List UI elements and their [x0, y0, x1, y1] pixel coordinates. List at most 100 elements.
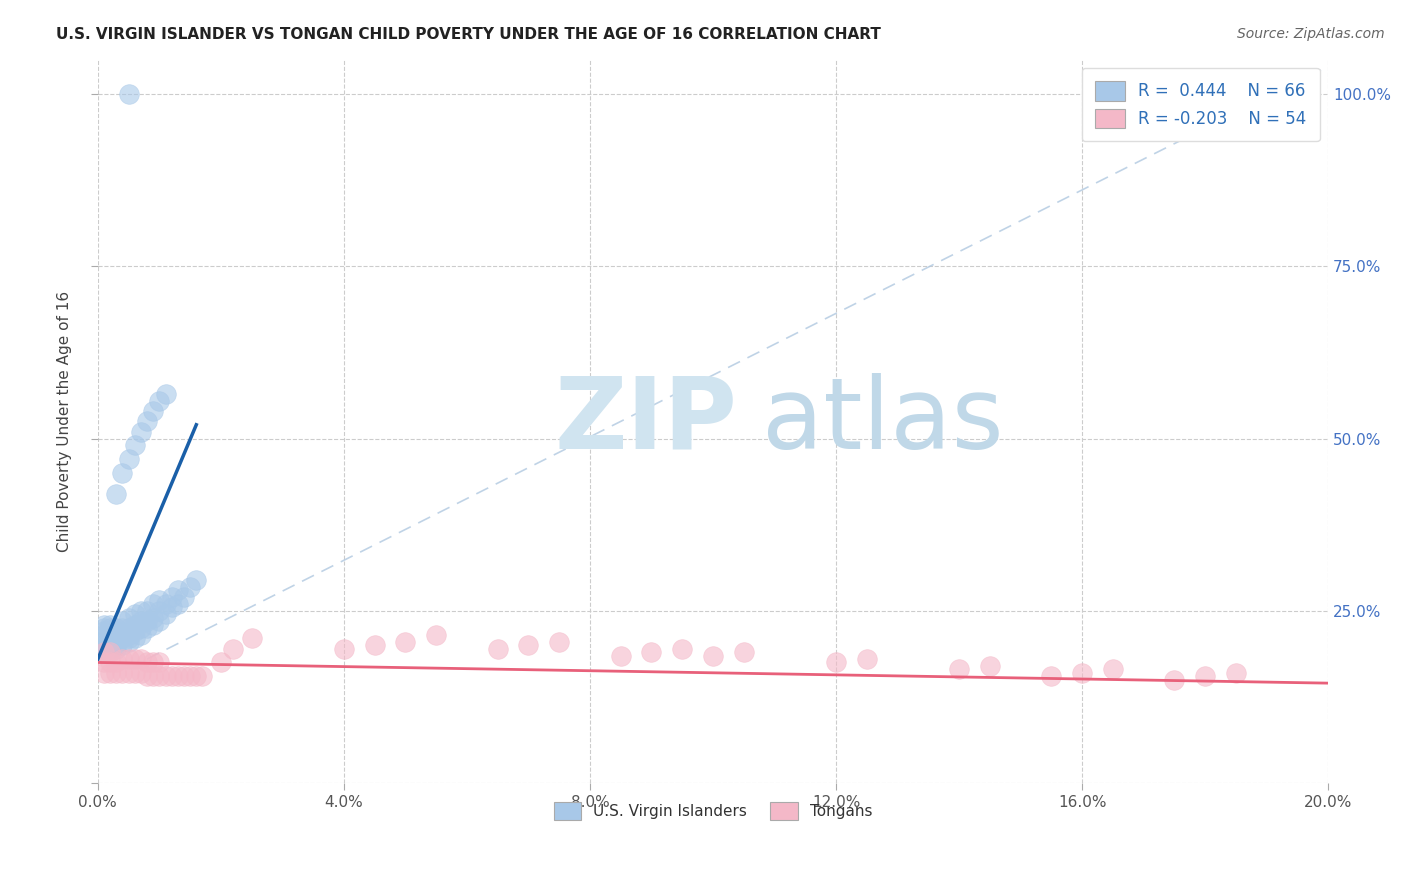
Point — [117, 621, 139, 635]
Point — [98, 641, 121, 656]
Point — [105, 486, 128, 500]
Point — [333, 641, 356, 656]
Point — [1163, 673, 1185, 687]
Point — [136, 414, 159, 428]
Point — [148, 393, 170, 408]
Point — [98, 632, 121, 646]
Point — [93, 638, 115, 652]
Text: atlas: atlas — [762, 373, 1004, 470]
Point — [117, 87, 139, 101]
Point — [179, 580, 201, 594]
Point — [124, 665, 146, 680]
Point — [117, 652, 139, 666]
Point — [155, 669, 177, 683]
Point — [105, 656, 128, 670]
Point — [142, 617, 165, 632]
Point — [105, 624, 128, 639]
Point — [825, 656, 848, 670]
Point — [702, 648, 724, 663]
Point — [129, 425, 152, 439]
Point — [105, 665, 128, 680]
Point — [93, 641, 115, 656]
Point — [948, 662, 970, 676]
Point — [129, 628, 152, 642]
Point — [394, 635, 416, 649]
Point — [1101, 662, 1123, 676]
Point — [111, 466, 134, 480]
Point — [111, 614, 134, 628]
Point — [671, 641, 693, 656]
Point — [129, 665, 152, 680]
Point — [98, 617, 121, 632]
Point — [111, 621, 134, 635]
Point — [179, 669, 201, 683]
Point — [363, 638, 385, 652]
Point — [142, 404, 165, 418]
Point — [166, 583, 188, 598]
Point — [142, 656, 165, 670]
Point — [124, 617, 146, 632]
Point — [117, 635, 139, 649]
Point — [117, 665, 139, 680]
Point — [117, 452, 139, 467]
Point — [173, 669, 195, 683]
Point — [136, 669, 159, 683]
Point — [425, 628, 447, 642]
Point — [640, 645, 662, 659]
Point — [148, 656, 170, 670]
Point — [191, 669, 214, 683]
Point — [98, 665, 121, 680]
Point — [124, 607, 146, 622]
Point — [93, 645, 115, 659]
Point — [111, 652, 134, 666]
Point — [209, 656, 232, 670]
Text: ZIP: ZIP — [555, 373, 738, 470]
Point — [93, 665, 115, 680]
Point — [111, 628, 134, 642]
Point — [105, 641, 128, 656]
Point — [186, 573, 208, 587]
Point — [105, 638, 128, 652]
Point — [548, 635, 571, 649]
Point — [117, 610, 139, 624]
Point — [93, 635, 115, 649]
Point — [124, 438, 146, 452]
Point — [173, 590, 195, 604]
Point — [1040, 669, 1063, 683]
Point — [148, 669, 170, 683]
Point — [148, 604, 170, 618]
Point — [486, 641, 509, 656]
Point — [129, 621, 152, 635]
Point — [142, 597, 165, 611]
Point — [136, 621, 159, 635]
Point — [129, 614, 152, 628]
Point — [148, 593, 170, 607]
Point — [155, 597, 177, 611]
Point — [166, 669, 188, 683]
Point — [979, 659, 1001, 673]
Point — [117, 628, 139, 642]
Point — [124, 652, 146, 666]
Point — [1225, 665, 1247, 680]
Point — [93, 617, 115, 632]
Text: U.S. VIRGIN ISLANDER VS TONGAN CHILD POVERTY UNDER THE AGE OF 16 CORRELATION CHA: U.S. VIRGIN ISLANDER VS TONGAN CHILD POV… — [56, 27, 882, 42]
Point — [98, 628, 121, 642]
Point — [148, 614, 170, 628]
Point — [93, 645, 115, 659]
Point — [155, 386, 177, 401]
Point — [93, 624, 115, 639]
Point — [111, 665, 134, 680]
Point — [136, 604, 159, 618]
Point — [111, 638, 134, 652]
Point — [98, 621, 121, 635]
Point — [117, 632, 139, 646]
Point — [160, 600, 183, 615]
Point — [609, 648, 631, 663]
Point — [240, 632, 263, 646]
Point — [733, 645, 755, 659]
Point — [105, 621, 128, 635]
Point — [105, 628, 128, 642]
Point — [160, 669, 183, 683]
Point — [142, 610, 165, 624]
Point — [129, 652, 152, 666]
